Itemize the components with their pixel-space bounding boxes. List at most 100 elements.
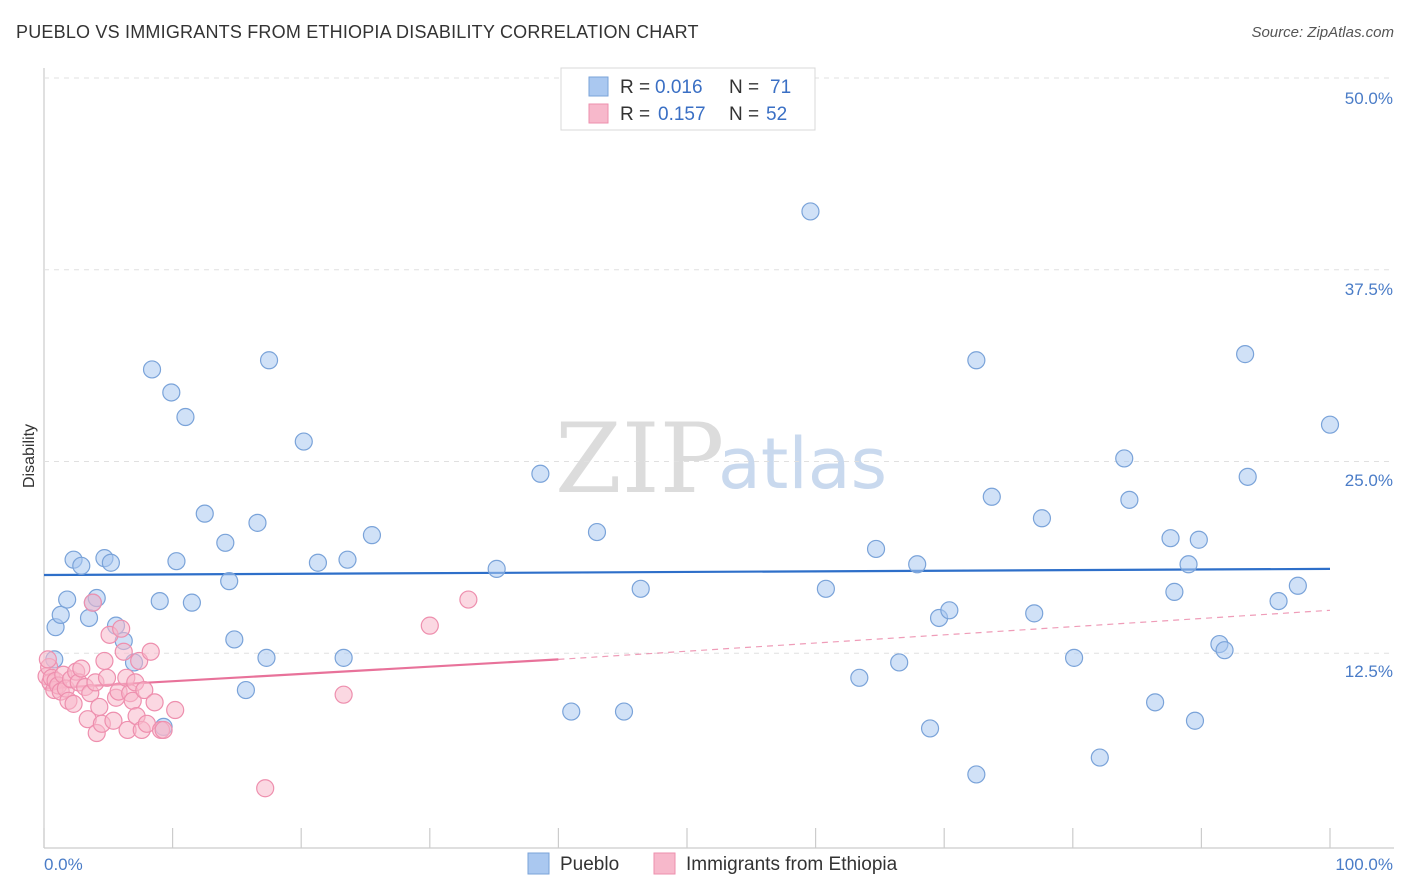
pueblo-point bbox=[1032, 509, 1052, 528]
legend-n-label-pueblo: N = bbox=[729, 77, 759, 98]
ethiopia-point bbox=[420, 616, 439, 635]
pueblo-point bbox=[631, 579, 650, 598]
pueblo-point bbox=[1115, 449, 1134, 468]
source-label: Source: ZipAtlas.com bbox=[1251, 24, 1394, 41]
pueblo-point bbox=[338, 550, 357, 569]
pueblo-point bbox=[1146, 693, 1165, 712]
watermark-atlas: atlas bbox=[718, 423, 887, 505]
pueblo-point bbox=[308, 553, 328, 572]
pueblo-point bbox=[890, 653, 909, 672]
legend-r-value-pueblo: 0.016 bbox=[655, 77, 703, 98]
pueblo-point bbox=[866, 539, 886, 559]
chart-title: PUEBLO VS IMMIGRANTS FROM ETHIOPIA DISAB… bbox=[16, 22, 699, 42]
ethiopia-point bbox=[145, 693, 164, 712]
pueblo-point bbox=[908, 555, 927, 574]
pueblo-point bbox=[176, 407, 195, 427]
y-axis-title: Disability bbox=[21, 424, 38, 488]
legend-n-label-ethiopia: N = bbox=[729, 104, 759, 125]
pueblo-point bbox=[1288, 576, 1307, 595]
pueblo-point bbox=[1185, 711, 1205, 730]
ethiopia-point bbox=[112, 619, 131, 638]
pueblo-point bbox=[1064, 648, 1084, 667]
legend-n-value-ethiopia: 52 bbox=[766, 104, 787, 125]
pueblo-point bbox=[257, 648, 276, 667]
pueblo-point bbox=[614, 702, 634, 721]
pueblo-point bbox=[982, 487, 1001, 506]
pueblo-point bbox=[1189, 530, 1208, 549]
pueblo-point bbox=[967, 765, 986, 784]
ethiopia-point bbox=[166, 700, 185, 720]
ethiopia-point bbox=[72, 659, 91, 678]
pueblo-point bbox=[334, 648, 353, 667]
ethiopia-point bbox=[64, 694, 83, 713]
pueblo-point bbox=[562, 702, 581, 721]
legend-r-value-ethiopia: 0.157 bbox=[658, 104, 706, 125]
pueblo-point bbox=[587, 522, 607, 542]
pueblo-point bbox=[1165, 582, 1184, 601]
ethiopia-point bbox=[135, 680, 154, 700]
bottom-legend-label-ethiopia: Immigrants from Ethiopia bbox=[686, 854, 898, 875]
pueblo-point bbox=[1238, 467, 1257, 486]
pueblo-point bbox=[220, 572, 239, 591]
pueblo-point bbox=[1090, 748, 1109, 767]
pueblo-point bbox=[1161, 529, 1180, 548]
ethiopia-point bbox=[154, 720, 173, 740]
pueblo-point bbox=[920, 719, 940, 738]
ethiopia-point bbox=[459, 590, 478, 609]
legend-n-value-pueblo: 71 bbox=[770, 77, 791, 98]
pueblo-point bbox=[294, 432, 313, 451]
pueblo-point bbox=[1215, 641, 1234, 660]
x-tick-label-100: 100.0% bbox=[1335, 855, 1393, 874]
y-tick-label-25: 25.0% bbox=[1345, 471, 1393, 490]
ethiopia-point bbox=[104, 711, 123, 730]
pueblo-point bbox=[487, 559, 506, 578]
pueblo-point bbox=[801, 202, 820, 221]
pueblo-trend-line bbox=[43, 567, 1331, 577]
ethiopia-trend-extension bbox=[558, 609, 1331, 660]
pueblo-point bbox=[101, 553, 120, 572]
pueblo-point bbox=[236, 680, 256, 700]
legend-r-label-ethiopia: R = bbox=[620, 104, 650, 125]
pueblo-point bbox=[967, 351, 986, 370]
y-tick-label-12-5: 12.5% bbox=[1345, 662, 1393, 681]
ethiopia-point bbox=[334, 685, 353, 704]
pueblo-point bbox=[216, 533, 235, 552]
trend-layer bbox=[43, 567, 1331, 690]
pueblo-point bbox=[195, 504, 214, 523]
ethiopia-point bbox=[38, 650, 57, 669]
pueblo-point bbox=[1269, 591, 1288, 611]
pueblo-point bbox=[259, 351, 279, 370]
pueblo-point bbox=[167, 552, 186, 571]
ethiopia-point bbox=[97, 668, 117, 687]
legend-top: R = 0.016 N = 71 R = 0.157 N = 52 bbox=[560, 67, 816, 131]
pueblo-point bbox=[850, 668, 869, 687]
pueblo-point bbox=[150, 591, 169, 611]
watermark-zip: ZIP bbox=[555, 403, 724, 515]
legend-swatch-pueblo bbox=[588, 76, 609, 97]
pueblo-point bbox=[1120, 490, 1139, 509]
pueblo-point bbox=[940, 601, 959, 620]
pueblo-point bbox=[1025, 604, 1044, 623]
legend-r-label-pueblo: R = bbox=[620, 77, 650, 98]
y-tick-label-50: 50.0% bbox=[1345, 89, 1393, 108]
bottom-legend-swatch-ethiopia bbox=[653, 852, 676, 875]
pueblo-point bbox=[1179, 555, 1198, 574]
bottom-legend-swatch-pueblo bbox=[527, 852, 550, 875]
pueblo-point bbox=[1236, 345, 1255, 364]
pueblo-point bbox=[225, 630, 244, 649]
pueblo-point bbox=[51, 605, 70, 625]
x-tick-layer bbox=[43, 828, 1331, 848]
pueblo-point bbox=[248, 513, 267, 532]
pueblo-point bbox=[182, 593, 201, 612]
ethiopia-point bbox=[90, 697, 109, 717]
pueblo-point bbox=[1320, 415, 1340, 434]
pueblo-point bbox=[79, 608, 99, 628]
y-tick-label-37-5: 37.5% bbox=[1345, 280, 1393, 299]
ethiopia-point bbox=[141, 642, 160, 661]
bottom-legend-label-pueblo: Pueblo bbox=[560, 854, 619, 875]
points-layer bbox=[37, 202, 1340, 798]
pueblo-point bbox=[58, 590, 77, 609]
ethiopia-point bbox=[256, 779, 275, 798]
x-tick-label-0: 0.0% bbox=[44, 855, 83, 874]
